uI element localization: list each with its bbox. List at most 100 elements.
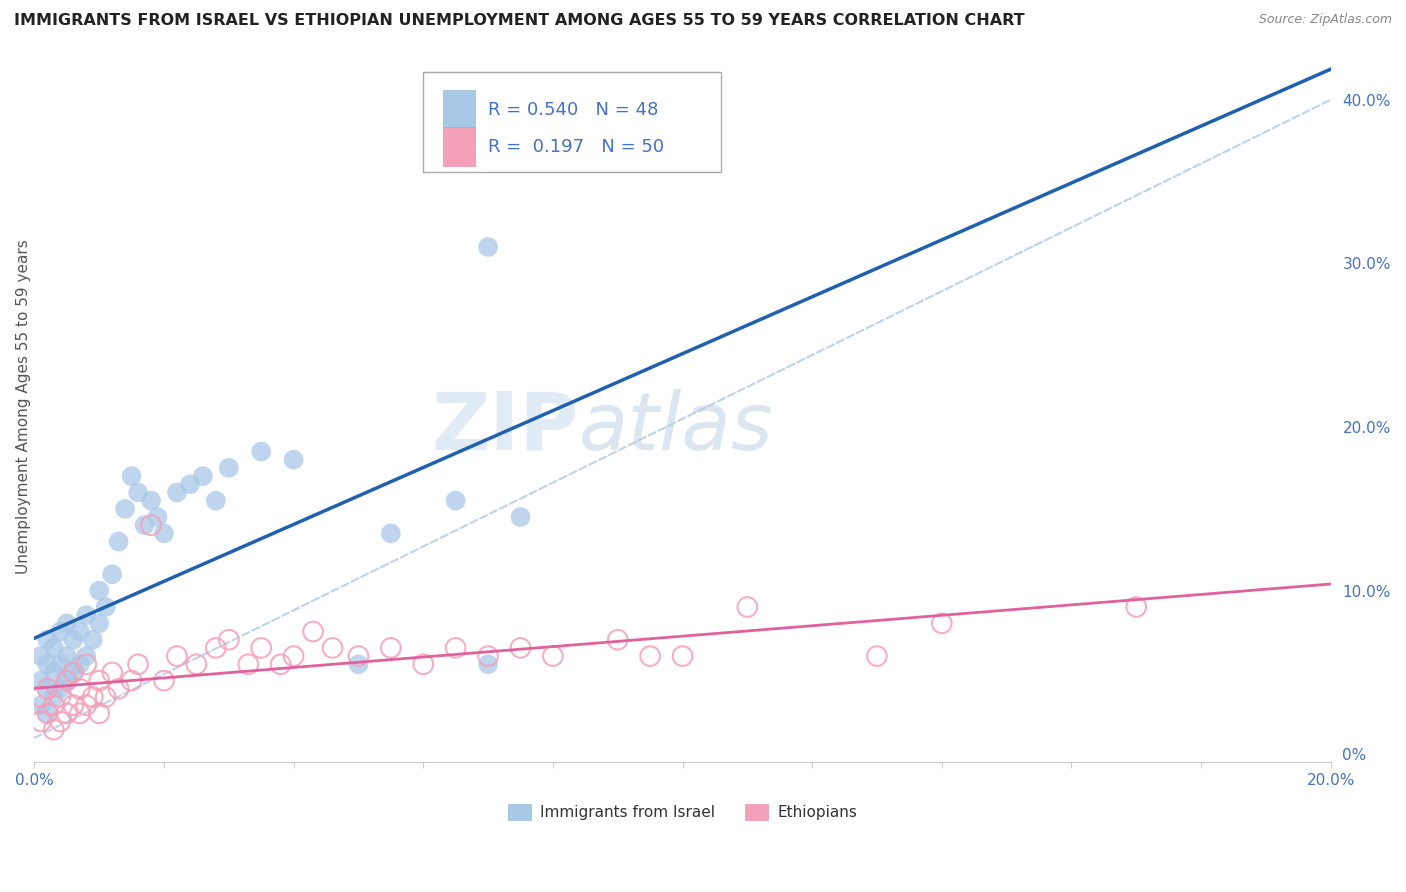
Point <box>671 649 693 664</box>
Point <box>218 461 240 475</box>
Point <box>89 583 111 598</box>
Point <box>37 632 59 647</box>
Point <box>283 452 305 467</box>
Point <box>134 518 156 533</box>
Point <box>30 714 52 729</box>
Point <box>444 493 467 508</box>
Point <box>89 616 111 631</box>
Point <box>30 698 52 713</box>
Point <box>49 714 72 729</box>
Point <box>107 681 129 696</box>
Legend: Immigrants from Israel, Ethiopians: Immigrants from Israel, Ethiopians <box>502 797 863 826</box>
Point <box>75 698 97 713</box>
Point <box>121 469 143 483</box>
Point <box>153 673 176 688</box>
Point <box>30 673 52 688</box>
Point <box>82 690 104 704</box>
FancyBboxPatch shape <box>423 72 721 171</box>
Point <box>1125 599 1147 614</box>
Point <box>42 698 65 713</box>
Point <box>166 485 188 500</box>
Point <box>55 616 77 631</box>
Point <box>380 526 402 541</box>
FancyBboxPatch shape <box>443 128 475 166</box>
Point <box>139 493 162 508</box>
Point <box>283 649 305 664</box>
Point <box>380 640 402 655</box>
Point <box>737 599 759 614</box>
Point <box>302 624 325 639</box>
Point <box>62 632 84 647</box>
Point <box>94 599 117 614</box>
Point <box>322 640 344 655</box>
Point <box>55 673 77 688</box>
Point <box>69 657 91 672</box>
Point <box>75 649 97 664</box>
Point <box>866 649 889 664</box>
Point <box>179 477 201 491</box>
Point <box>55 706 77 721</box>
Point <box>101 567 124 582</box>
Point <box>49 681 72 696</box>
Point <box>250 444 273 458</box>
Point <box>146 510 169 524</box>
Point <box>37 706 59 721</box>
Point <box>121 673 143 688</box>
Point <box>30 690 52 704</box>
Point <box>127 657 149 672</box>
Point <box>114 501 136 516</box>
Point <box>101 665 124 680</box>
Point <box>205 493 228 508</box>
Point <box>444 640 467 655</box>
Point <box>62 698 84 713</box>
Point <box>55 673 77 688</box>
Point <box>37 681 59 696</box>
Point <box>42 665 65 680</box>
Point <box>509 510 531 524</box>
Point <box>218 632 240 647</box>
Point <box>62 665 84 680</box>
Point <box>69 706 91 721</box>
Point <box>37 681 59 696</box>
Point <box>69 681 91 696</box>
Point <box>89 706 111 721</box>
Point <box>477 240 499 254</box>
Point <box>153 526 176 541</box>
Point <box>347 649 370 664</box>
Point <box>37 657 59 672</box>
Point <box>55 649 77 664</box>
Point <box>347 657 370 672</box>
Point <box>509 640 531 655</box>
Text: Source: ZipAtlas.com: Source: ZipAtlas.com <box>1258 13 1392 27</box>
Text: R =  0.197   N = 50: R = 0.197 N = 50 <box>488 137 664 156</box>
Point <box>37 706 59 721</box>
Point <box>238 657 260 672</box>
Point <box>250 640 273 655</box>
Point <box>62 665 84 680</box>
Point <box>541 649 564 664</box>
Point <box>42 640 65 655</box>
Point <box>931 616 953 631</box>
Point <box>75 608 97 623</box>
Point <box>139 518 162 533</box>
Point <box>75 657 97 672</box>
Text: ZIP: ZIP <box>432 389 579 467</box>
Point <box>30 649 52 664</box>
Point <box>270 657 292 672</box>
Point <box>606 632 628 647</box>
Point <box>186 657 208 672</box>
Point <box>477 657 499 672</box>
Y-axis label: Unemployment Among Ages 55 to 59 years: Unemployment Among Ages 55 to 59 years <box>15 239 31 574</box>
Point <box>477 649 499 664</box>
Point <box>82 632 104 647</box>
Point <box>49 690 72 704</box>
Text: atlas: atlas <box>579 389 773 467</box>
Point <box>205 640 228 655</box>
Point <box>127 485 149 500</box>
Point <box>42 690 65 704</box>
Text: R = 0.540   N = 48: R = 0.540 N = 48 <box>488 101 658 119</box>
FancyBboxPatch shape <box>443 90 475 129</box>
Text: IMMIGRANTS FROM ISRAEL VS ETHIOPIAN UNEMPLOYMENT AMONG AGES 55 TO 59 YEARS CORRE: IMMIGRANTS FROM ISRAEL VS ETHIOPIAN UNEM… <box>14 13 1025 29</box>
Point <box>638 649 661 664</box>
Point <box>107 534 129 549</box>
